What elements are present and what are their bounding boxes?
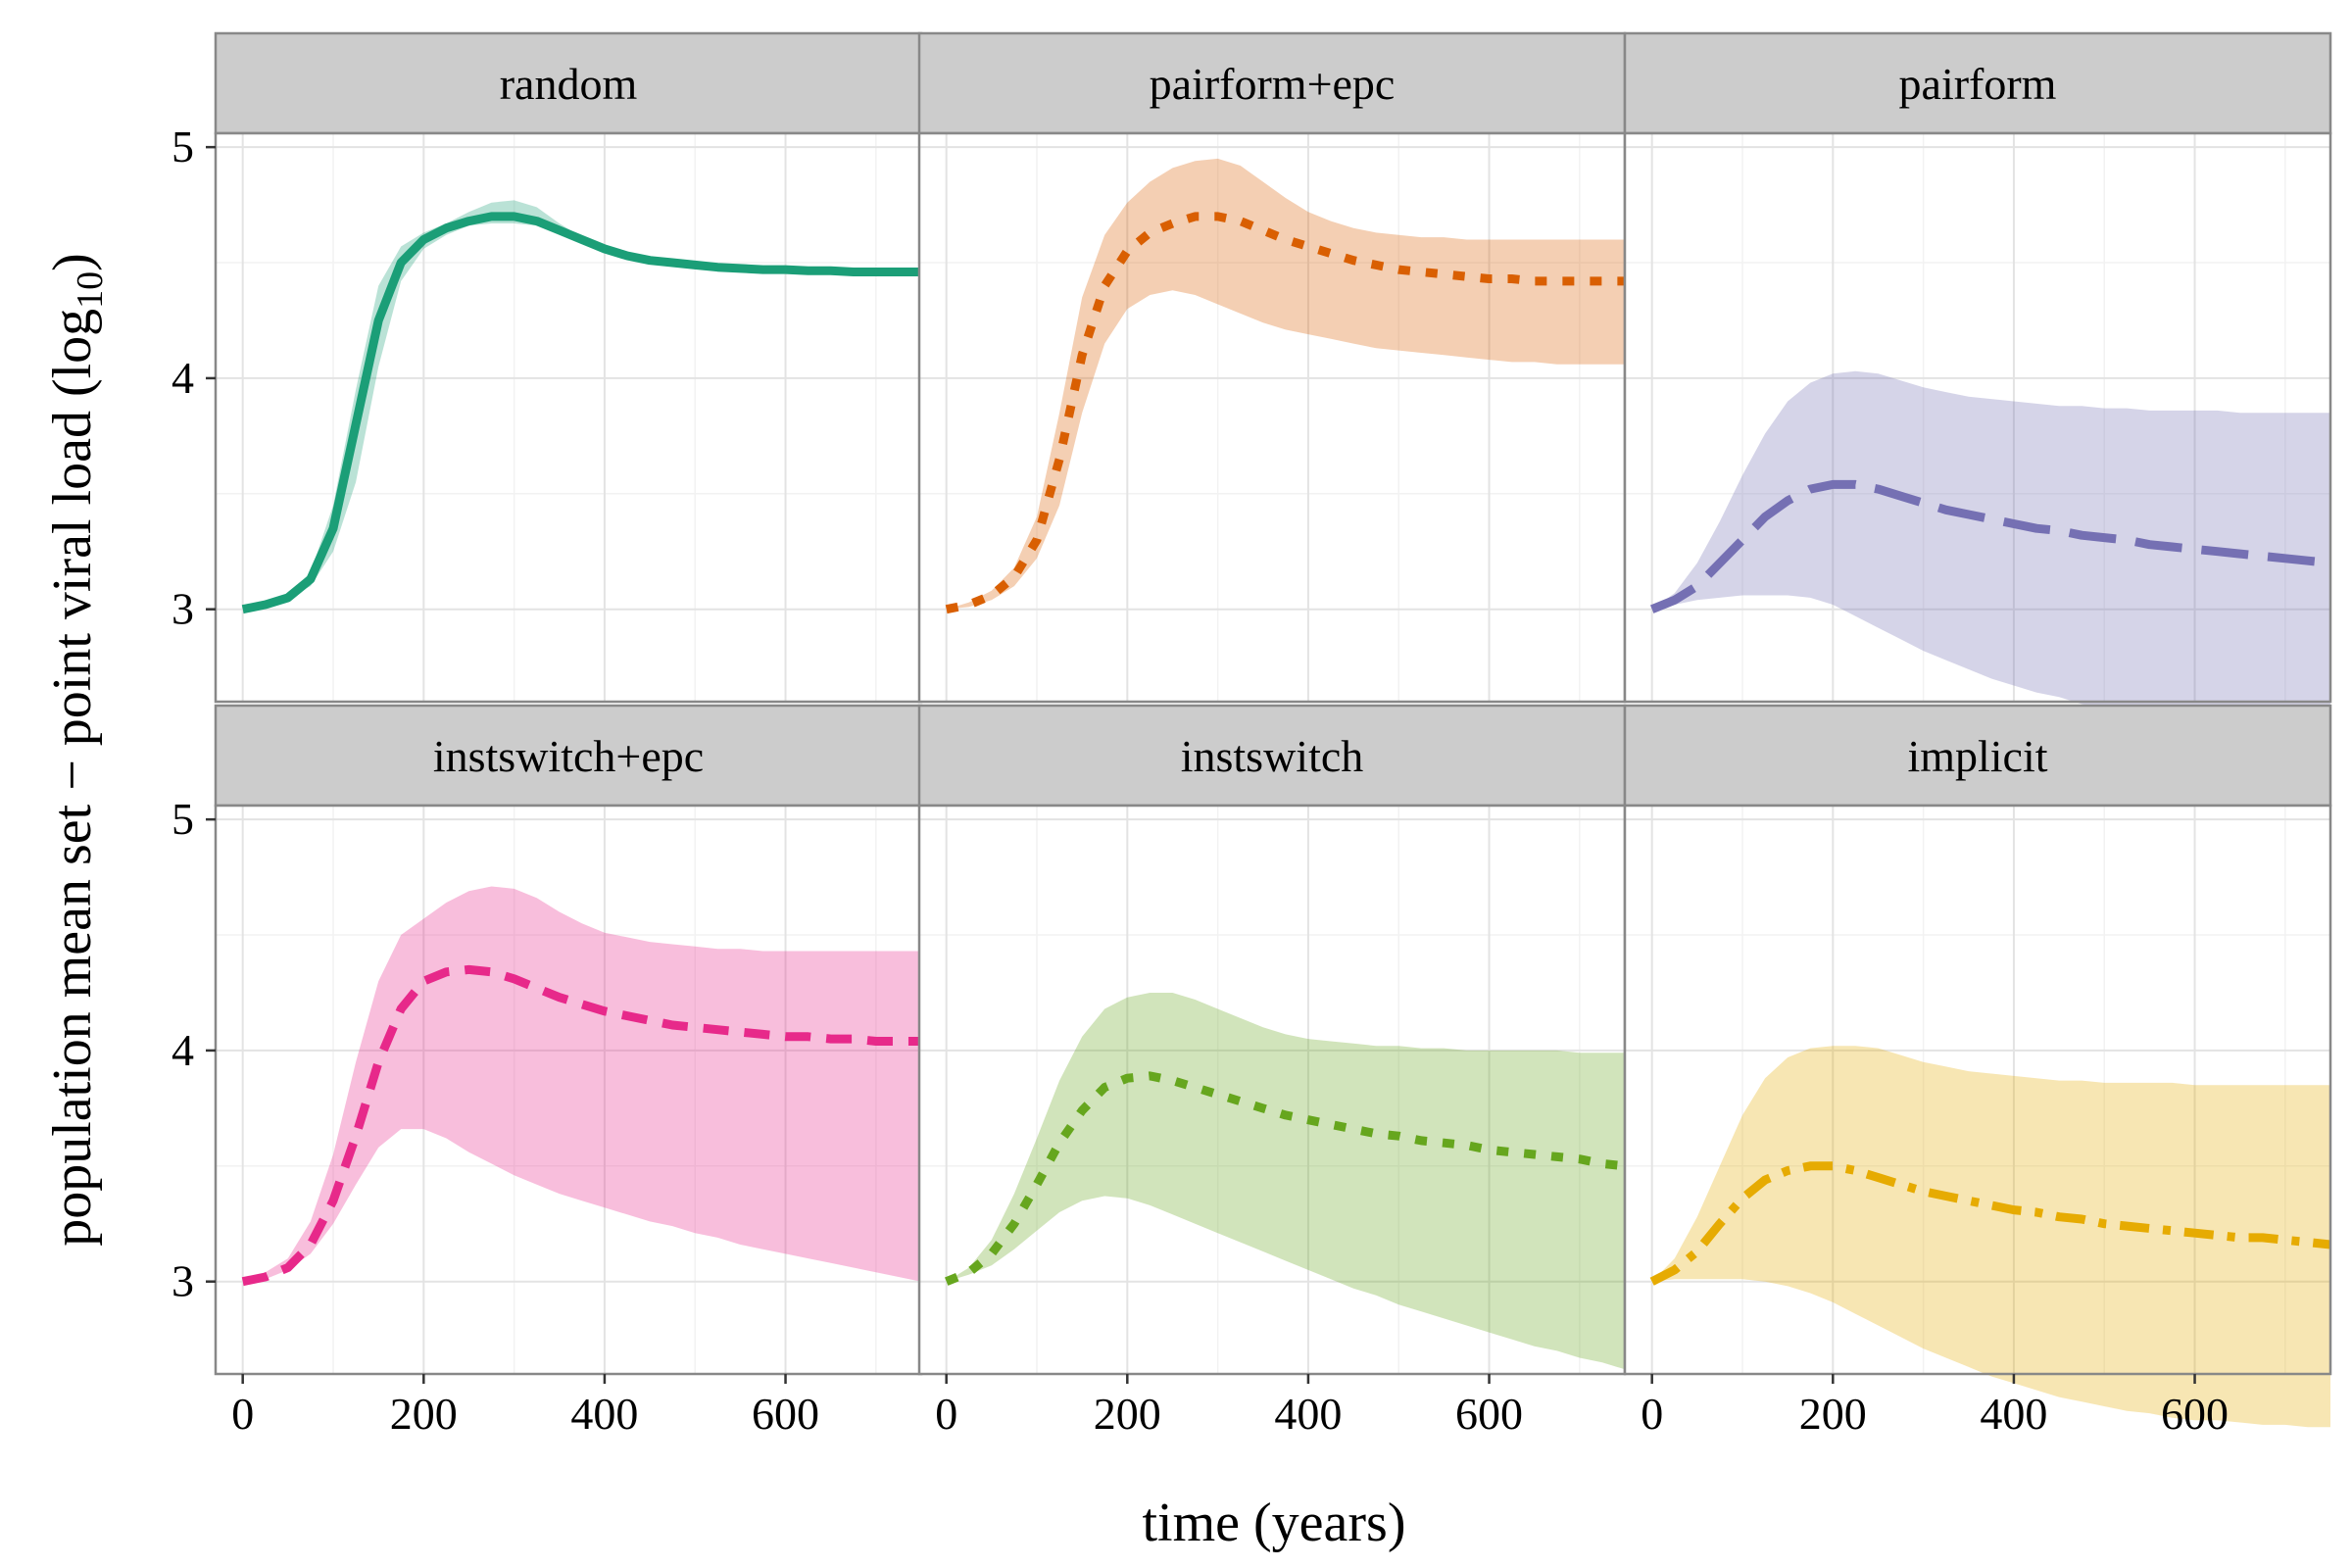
x-tick-label: 400 [1274,1389,1342,1439]
y-axis-title-subscript: 10 [70,271,111,309]
strip-label: pairform+epc [1150,59,1396,109]
mean-line [241,212,921,614]
panel-border [1623,131,2332,704]
strip-label: pairform [1899,59,2057,109]
confidence-ribbon [1651,370,2330,749]
y-tick-label: 5 [172,122,194,172]
x-tick-label: 600 [1455,1389,1523,1439]
panel-0: random [214,31,923,704]
x-axis-title: time (years) [1143,1493,1406,1553]
x-tick-label: 400 [570,1389,638,1439]
plot-background [216,133,921,702]
x-tick-label: 200 [1094,1389,1161,1439]
panel-4: instswitch [917,704,1627,1376]
x-tick-label: 600 [2161,1389,2229,1439]
mean-line [945,1071,1626,1286]
y-tick-label: 4 [172,1025,194,1075]
y-axis-title-close: ) [42,253,103,271]
x-tick-label: 0 [935,1389,957,1439]
mean-line [945,212,1625,614]
confidence-ribbon [1651,1046,2330,1428]
x-tick-label: 0 [231,1389,254,1439]
x-tick-label: 0 [1641,1389,1663,1439]
y-axis-title-main: population mean set − point viral load (… [42,309,103,1247]
x-tick-label: 400 [1980,1389,2047,1439]
x-tick-label: 200 [390,1389,458,1439]
y-tick-label: 5 [172,794,194,844]
mean-line [1650,479,2331,613]
strip-label: instswitch [1181,731,1364,781]
y-tick-label: 3 [172,1256,194,1306]
strip-background [1623,31,2332,135]
y-axis-title: population mean set − point viral load (… [42,253,111,1247]
mean-line [241,964,921,1287]
x-tick-label: 200 [1799,1389,1867,1439]
strip-label: instswitch+epc [433,731,704,781]
panels-layer: random pairform+epc pairform instswitch+epc… [214,31,2332,1428]
y-tick-label: 3 [172,584,194,634]
confidence-ribbon [946,993,1625,1370]
panel-3: instswitch+epc [214,704,923,1376]
confidence-ribbon [242,886,921,1282]
y-tick-label: 4 [172,353,194,403]
strip-label: implicit [1907,731,2047,781]
panel-border [1623,804,2332,1376]
strip-background [214,31,923,135]
strip-background [917,704,1627,808]
strip-background [1623,704,2332,808]
axes-layer: 3 4 5 3 4 5 0 200 400 600 0 200 400 600 0 200 400 600 [172,122,2229,1439]
panel-1: pairform+epc [917,31,1627,704]
strip-label: random [500,59,638,109]
x-tick-label: 600 [752,1389,819,1439]
mean-line [1649,1161,2331,1286]
panel-5: implicit [1623,704,2332,1428]
panel-2: pairform [1623,31,2332,749]
